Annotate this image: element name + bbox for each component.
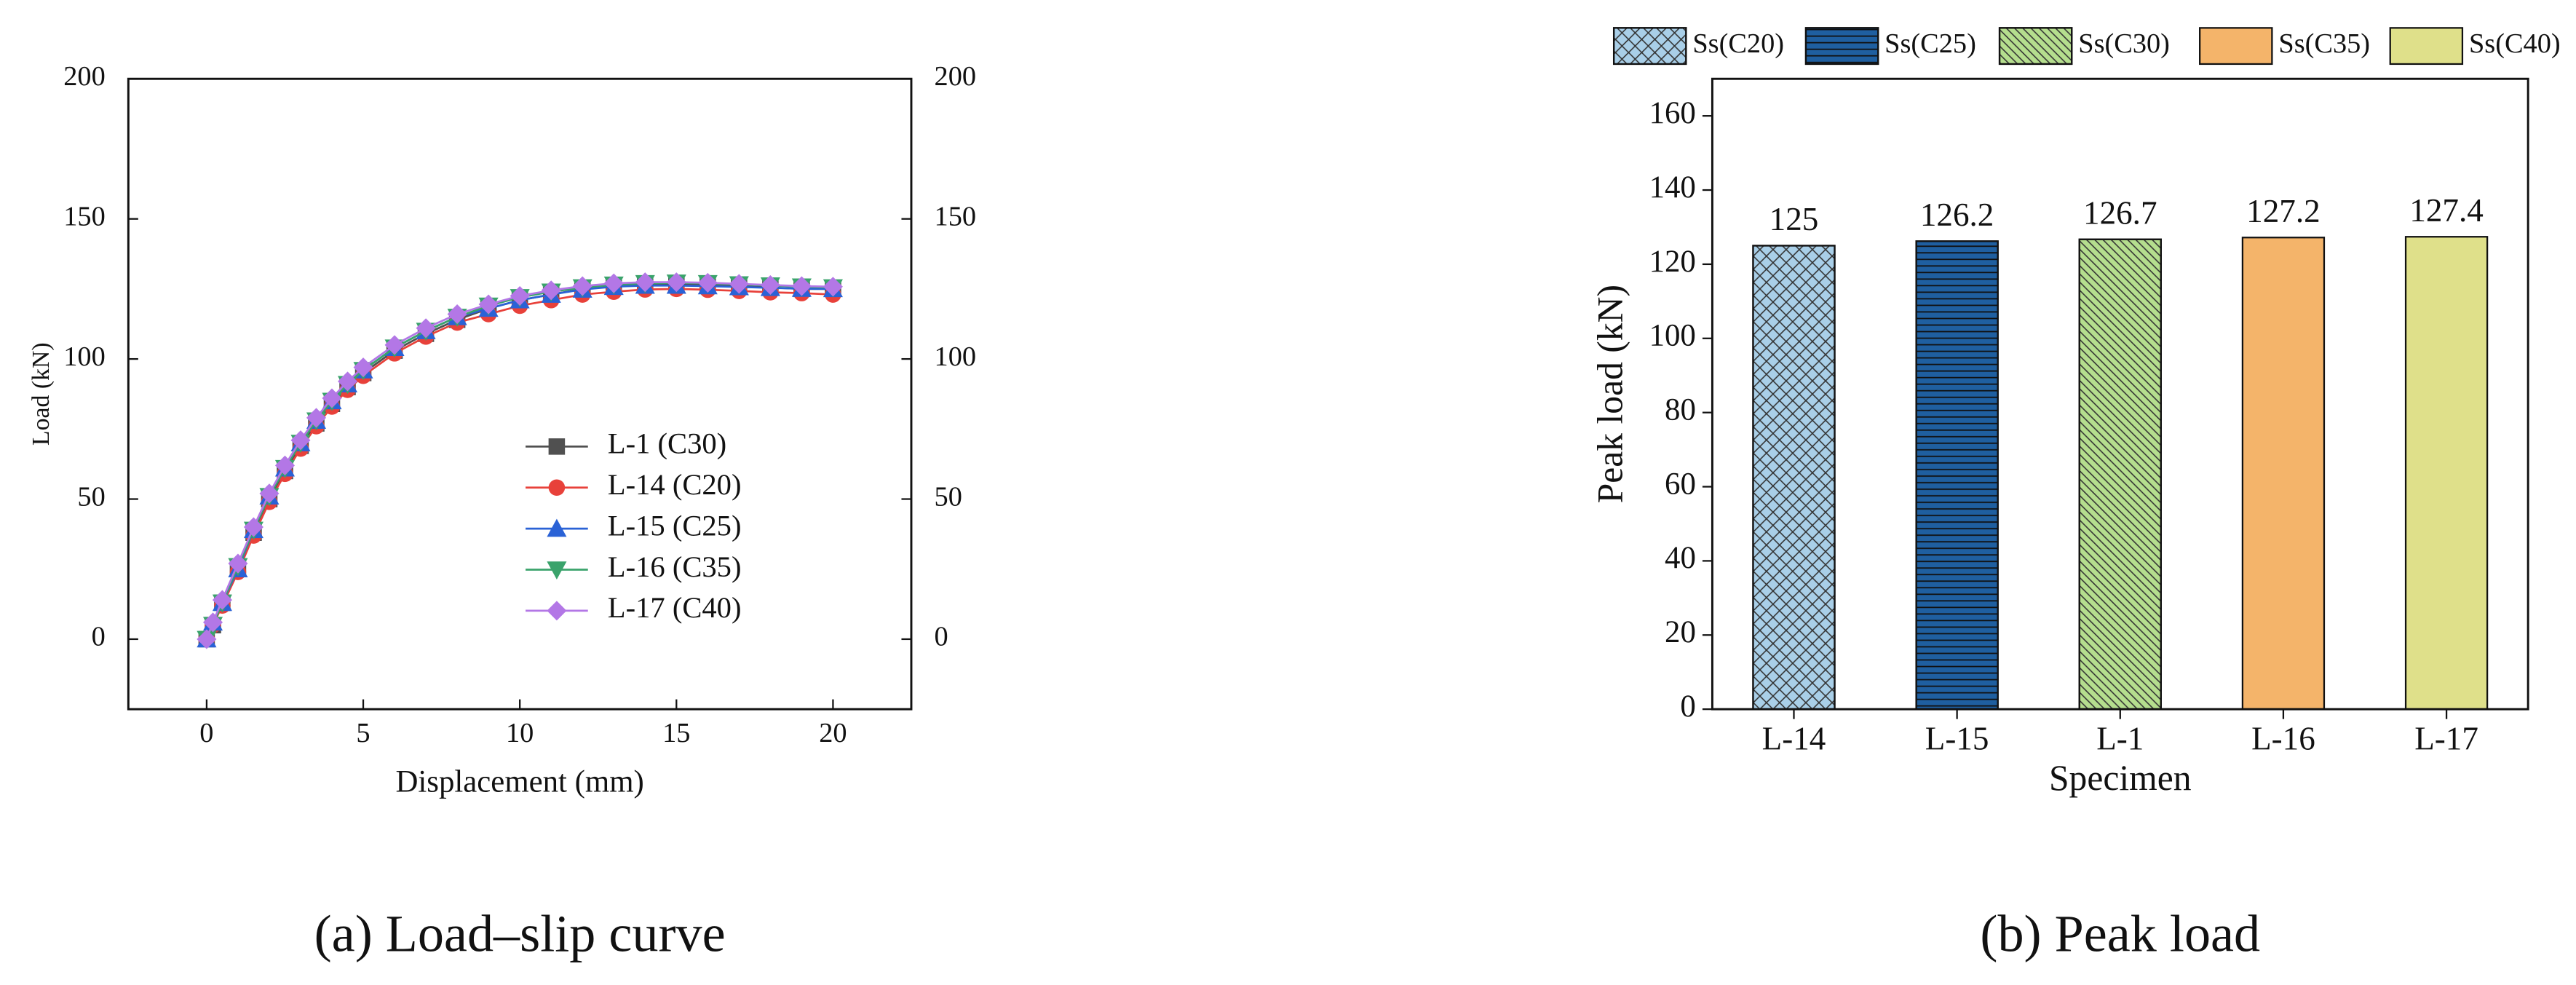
y2-tick-label: 0 [935,622,948,652]
marker [306,408,327,428]
legend-label: L-15 (C25) [608,509,742,542]
legend-hatch [1804,27,1879,66]
marker [635,272,655,293]
marker [337,371,358,392]
caption: (a) Load–slip curve [314,904,726,962]
y-tick-label: 150 [63,201,106,232]
y2-tick-label: 150 [935,201,977,232]
legend-label: Ss(C40) [2469,28,2561,59]
legend-label: Ss(C35) [2278,28,2370,59]
legend-hatch [1612,27,1687,66]
x-tick-label: L-14 [1762,721,1826,757]
legend-swatch [2199,27,2273,66]
plot-frame [127,77,913,711]
y-tick-label: 120 [1649,245,1696,279]
y-tick-label: 50 [77,481,105,512]
y-axis-label: Load (kN) [28,342,55,446]
marker [322,388,342,408]
marker [791,276,812,296]
bar [2404,236,2489,711]
marker [760,274,780,296]
series-line [205,282,833,640]
bar-hatch [1915,240,1999,711]
legend-label: L-16 (C35) [608,550,742,583]
x-tick-label: 10 [506,718,534,748]
y-tick-label: 60 [1665,467,1696,501]
data-label: 126.2 [1920,197,1994,233]
x-tick-label: L-17 [2414,721,2478,757]
x-tick-label: 0 [199,718,213,748]
bar [2241,237,2326,711]
marker [228,553,248,574]
series-line [205,282,833,640]
y-tick-label: 140 [1649,170,1696,205]
marker [353,357,373,378]
y-tick-label: 20 [1665,615,1696,649]
y2-tick-label: 200 [935,61,977,92]
y-axis-label: Peak load (kN) [1590,285,1630,503]
marker [202,612,223,633]
bar-hatch [2078,238,2162,711]
x-tick-label: 15 [662,718,690,748]
x-tick-label: L-1 [2096,721,2144,757]
marker [447,304,467,325]
legend-marker [548,479,566,497]
x-tick-label: 5 [356,718,370,748]
x-tick-label: L-16 [2251,721,2315,757]
x-axis-label: Displacement (mm) [395,765,643,799]
legend-label: L-1 (C30) [608,427,726,460]
legend-label: L-14 (C20) [608,468,742,501]
legend-marker [548,438,566,455]
marker [823,277,843,297]
data-label: 127.4 [2409,192,2483,229]
marker [290,430,311,451]
series-line [205,284,833,640]
marker [259,483,280,504]
x-tick-label: 20 [819,718,847,748]
x-axis-label: Specimen [2049,758,2192,798]
legend-label: Ss(C30) [2078,28,2170,59]
y-tick-label: 80 [1665,392,1696,427]
marker [510,285,530,306]
marker [243,517,263,537]
marker [603,273,624,293]
legend-marker [547,518,567,537]
y-tick-label: 40 [1665,541,1696,575]
y-tick-label: 0 [92,622,106,652]
y-tick-label: 100 [1649,319,1696,353]
y-tick-label: 160 [1649,96,1696,130]
data-label: 126.7 [2083,195,2157,232]
y2-tick-label: 100 [935,341,977,372]
y2-tick-label: 50 [935,481,962,512]
series-line [205,281,833,640]
legend-swatch [2389,27,2464,66]
x-tick-label: L-15 [1925,721,1989,757]
y-tick-label: 0 [1680,689,1695,724]
bar-hatch [1752,245,1836,711]
marker [572,276,593,296]
legend-label: Ss(C25) [1885,28,1976,59]
plot-frame [1711,77,2529,711]
marker [666,272,686,293]
marker [384,335,405,355]
data-label: 127.2 [2246,193,2320,229]
legend-hatch [1998,27,2073,66]
legend-label: Ss(C20) [1692,28,1784,59]
y-tick-label: 100 [63,341,106,372]
legend-marker [547,561,567,580]
series-line [205,288,833,640]
legend-marker [547,601,567,621]
caption: (b) Peak load [1980,904,2260,962]
data-label: 125 [1769,201,1819,237]
legend-label: L-17 (C40) [608,591,742,624]
y-tick-label: 200 [63,61,106,92]
